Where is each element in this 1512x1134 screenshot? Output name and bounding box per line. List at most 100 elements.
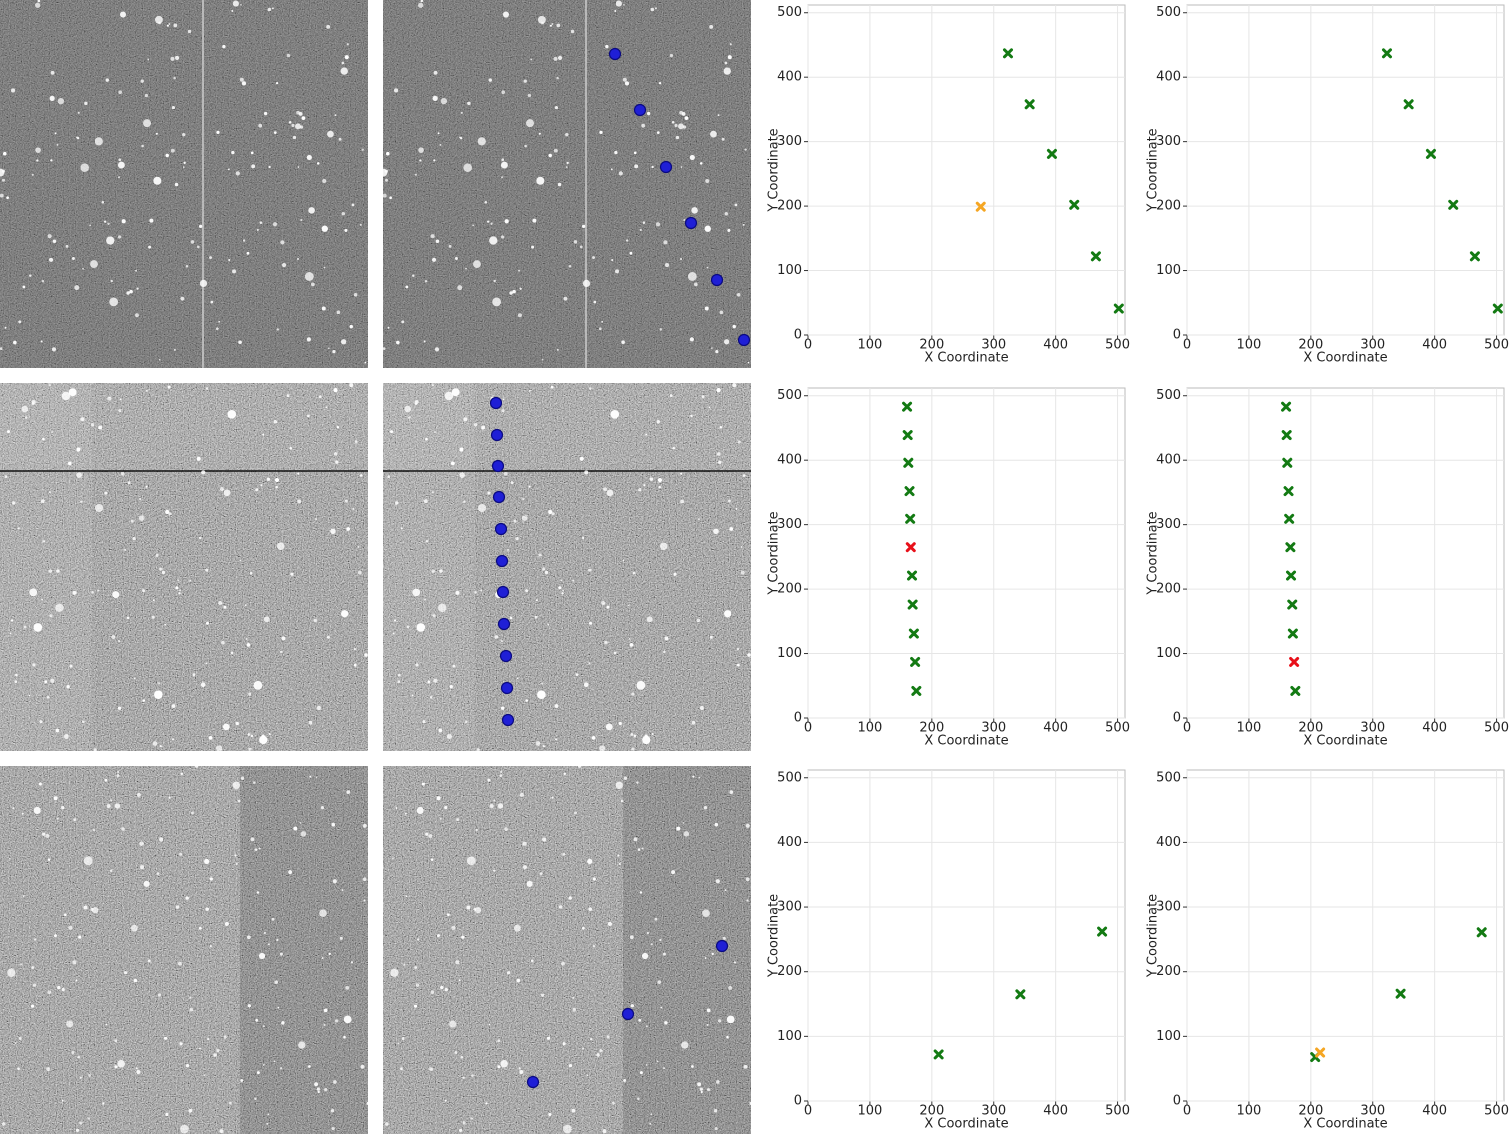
star: [151, 615, 155, 619]
star: [554, 738, 558, 741]
star: [516, 677, 519, 680]
y-axis-label: Y Coordinate: [767, 128, 782, 212]
star: [154, 690, 163, 700]
star: [168, 512, 172, 516]
star: [499, 774, 503, 778]
star: [579, 456, 584, 461]
star: [698, 518, 700, 521]
star: [572, 996, 575, 999]
star: [630, 733, 634, 736]
star: [492, 297, 502, 307]
star: [687, 272, 697, 281]
star: [713, 1108, 718, 1113]
star: [488, 78, 492, 82]
star: [263, 931, 267, 935]
star: [47, 858, 51, 861]
star: [526, 119, 535, 128]
star: [742, 474, 746, 477]
star: [178, 961, 182, 966]
star: [298, 112, 303, 116]
star: [542, 837, 547, 842]
star: [76, 472, 83, 478]
star: [516, 978, 521, 983]
star: [714, 1127, 718, 1131]
star: [0, 168, 5, 177]
star: [702, 909, 710, 918]
star: [46, 1067, 51, 1071]
star: [513, 924, 521, 932]
star: [497, 803, 504, 809]
star: [31, 399, 36, 405]
star: [42, 437, 45, 441]
star: [263, 616, 270, 623]
star: [297, 472, 300, 475]
plot-area: [807, 769, 1126, 1102]
star: [563, 296, 568, 301]
star: [72, 960, 77, 965]
star: [438, 603, 447, 612]
star: [231, 9, 234, 12]
star: [431, 569, 436, 573]
star: [362, 877, 367, 882]
detection-marker: [608, 47, 622, 61]
star: [714, 822, 719, 827]
star: [691, 1065, 694, 1068]
star: [56, 143, 59, 146]
star: [87, 1117, 90, 1120]
star: [118, 90, 123, 95]
star: [680, 499, 685, 504]
star: [716, 387, 721, 393]
star: [422, 720, 426, 724]
star: [357, 570, 362, 575]
star: [588, 662, 591, 665]
point-marker: [1290, 685, 1301, 696]
star: [485, 1102, 488, 1105]
star: [593, 300, 597, 304]
star: [341, 61, 345, 65]
x-tick-label: 100: [1237, 338, 1262, 353]
star: [416, 938, 420, 941]
star: [319, 909, 327, 918]
star: [189, 1007, 194, 1012]
star: [629, 642, 634, 647]
detection-marker: [500, 681, 514, 695]
star: [526, 880, 533, 887]
star: [288, 121, 292, 124]
star: [266, 1122, 269, 1125]
star: [276, 542, 285, 551]
point-marker: [1476, 927, 1487, 938]
star: [129, 289, 133, 294]
star: [433, 70, 438, 75]
star: [629, 935, 634, 940]
star: [121, 219, 126, 224]
star: [509, 291, 513, 295]
star: [455, 960, 460, 965]
star: [503, 472, 508, 476]
star: [53, 934, 57, 938]
bright-band: [383, 383, 751, 471]
sky-image: [0, 766, 368, 1134]
star: [432, 614, 436, 618]
star: [655, 222, 661, 227]
star: [401, 320, 405, 324]
detection-marker: [489, 396, 503, 410]
star: [168, 22, 171, 25]
star: [682, 822, 685, 824]
image-noise: [383, 0, 751, 368]
star: [592, 945, 596, 948]
star: [711, 952, 714, 956]
star: [489, 803, 494, 809]
star: [167, 385, 171, 389]
star: [216, 745, 223, 751]
star: [232, 269, 237, 274]
star: [663, 650, 666, 654]
star: [586, 1074, 589, 1077]
star: [621, 340, 625, 344]
star: [474, 591, 477, 594]
star: [612, 1101, 615, 1105]
star: [121, 827, 125, 831]
y-tick-label: 0: [794, 328, 802, 343]
detection-marker: [526, 1075, 540, 1089]
star: [551, 512, 555, 516]
star: [429, 1067, 434, 1071]
